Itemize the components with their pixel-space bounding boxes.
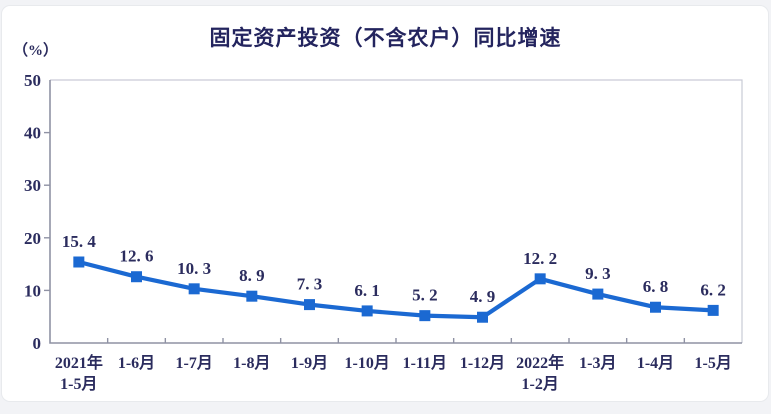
point-label: 12. 2 [523, 249, 557, 268]
chart-card [2, 6, 768, 401]
point-label: 12. 6 [120, 247, 154, 266]
chart-title: 固定资产投资（不含农户）同比增速 [209, 27, 562, 50]
y-axis-label: 10 [24, 281, 41, 300]
x-axis-label: 1-9月 [291, 354, 328, 372]
y-axis-label: 50 [24, 71, 41, 90]
chart-data-point [131, 271, 142, 283]
chart-data-point [477, 311, 488, 323]
point-label: 15. 4 [62, 232, 97, 251]
point-label: 8. 9 [239, 266, 265, 285]
point-label: 4. 9 [470, 287, 496, 306]
x-axis-label: 1-7月 [175, 354, 212, 372]
point-label: 9. 3 [585, 264, 611, 283]
x-axis-label: 1-12月 [460, 354, 505, 372]
chart-data-point [304, 299, 315, 311]
chart-data-point [188, 283, 200, 295]
x-axis-label: 1-8月 [233, 354, 270, 372]
point-label: 10. 3 [177, 259, 211, 278]
chart-data-point [73, 256, 85, 268]
x-axis-label: 1-3月 [579, 354, 616, 372]
unit-label: （%） [13, 43, 59, 59]
chart-data-point [361, 305, 373, 317]
y-axis-label: 40 [24, 124, 41, 143]
point-label: 5. 2 [412, 286, 438, 305]
chart-data-point [707, 304, 719, 316]
y-axis-label: 30 [24, 176, 41, 195]
x-axis-label: 1-11月 [403, 354, 447, 372]
point-label: 6. 1 [354, 281, 380, 300]
chart-data-point [650, 301, 661, 313]
x-axis-label: 1-10月 [344, 354, 389, 372]
y-axis-label: 20 [24, 229, 41, 248]
x-axis-label: 1-6月 [118, 354, 155, 372]
point-label: 6. 8 [643, 277, 669, 296]
chart-line [76, 259, 716, 320]
chart-data-point [592, 288, 604, 300]
y-axis-label: 0 [33, 334, 42, 353]
x-axis-label: 2021年 1-5月 [55, 353, 103, 393]
point-label: 7. 3 [297, 275, 323, 294]
x-axis-label: 1-4月 [637, 354, 674, 372]
chart-data-point [534, 273, 546, 285]
chart-data-point [419, 310, 431, 322]
point-label: 6. 2 [700, 280, 726, 299]
chart-data-point [246, 290, 258, 302]
x-axis-label: 2022年 1-2月 [516, 353, 564, 393]
x-axis-label: 1-5月 [694, 354, 731, 372]
plot-border [50, 79, 743, 343]
